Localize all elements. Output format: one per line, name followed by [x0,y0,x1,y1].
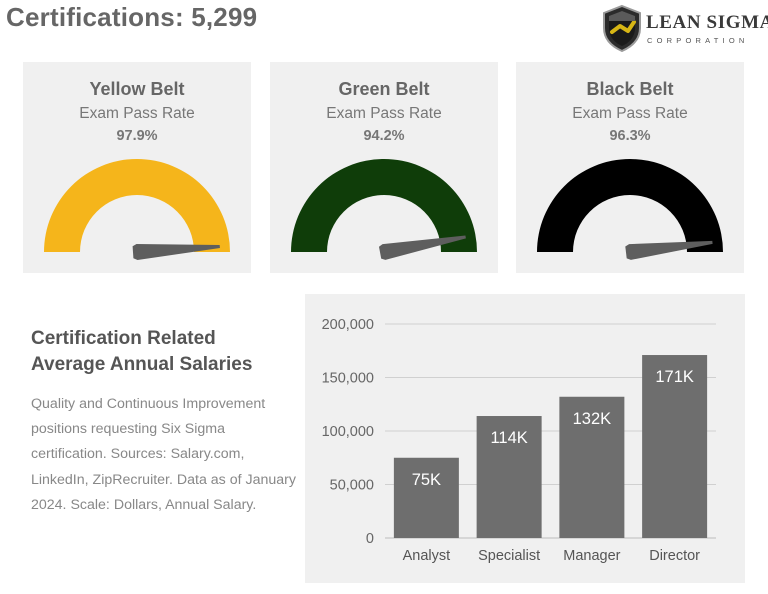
gauge-card-yellow-belt: Yellow Belt Exam Pass Rate 97.9% [23,62,251,273]
gauge-subtitle: Exam Pass Rate [79,105,195,122]
bar-data-label: 75K [412,471,441,489]
gauge-card-black-belt: Black Belt Exam Pass Rate 96.3% [516,62,744,273]
salary-section-title: Certification Related Average Annual Sal… [31,328,253,375]
bar-data-label: 114K [490,429,527,447]
x-tick-label: Analyst [403,548,451,564]
gauge-yellow-belt [44,159,230,260]
x-tick-label: Director [649,548,700,564]
gauge-title: Green Belt [338,79,430,99]
gauge-title: Black Belt [586,79,674,99]
lean-sigma-logo: LEAN SIGMA CORPORATION [600,4,768,52]
gauge-arc [291,159,477,252]
salary-bar-chart: 0 50,000 100,000 150,000 200,000 75K Analyst 11… [322,317,716,564]
bar [642,355,708,538]
logo-subtitle: CORPORATION [647,36,749,45]
bar-data-label: 171K [655,368,694,386]
gauge-value: 96.3% [609,128,651,144]
gauge-subtitle: Exam Pass Rate [326,105,442,122]
gauge-arc [44,159,230,252]
x-tick-label: Manager [563,548,620,564]
page-title: Certifications: 5,299 [6,2,258,32]
logo-name: LEAN SIGMA [646,12,768,33]
shield-icon [603,4,641,52]
y-tick-label: 150,000 [322,371,374,387]
y-tick-label: 200,000 [322,317,374,333]
bar [559,396,625,538]
salary-section-description: Quality and Continuous Improvement posit… [31,396,296,513]
gauge-needle [625,240,713,260]
y-tick-label: 50,000 [330,478,374,494]
salary-chart-card: 0 50,000 100,000 150,000 200,000 75K Analyst 11… [305,294,745,583]
gauge-subtitle: Exam Pass Rate [572,105,688,122]
gauge-value: 94.2% [363,128,405,144]
gauge-title: Yellow Belt [89,79,185,99]
gauge-needle [132,244,220,260]
gauge-card-green-belt: Green Belt Exam Pass Rate 94.2% [270,62,498,273]
y-tick-label: 100,000 [322,424,374,440]
gauge-arc [537,159,723,252]
gauge-black-belt [537,159,723,260]
bar-data-label: 132K [573,410,612,428]
gauge-value: 97.9% [116,128,158,144]
x-tick-label: Specialist [478,548,540,564]
gauge-needle [379,235,466,260]
bar [393,457,459,538]
bar [476,416,542,538]
y-tick-label: 0 [366,531,374,547]
gauge-green-belt [291,159,477,260]
